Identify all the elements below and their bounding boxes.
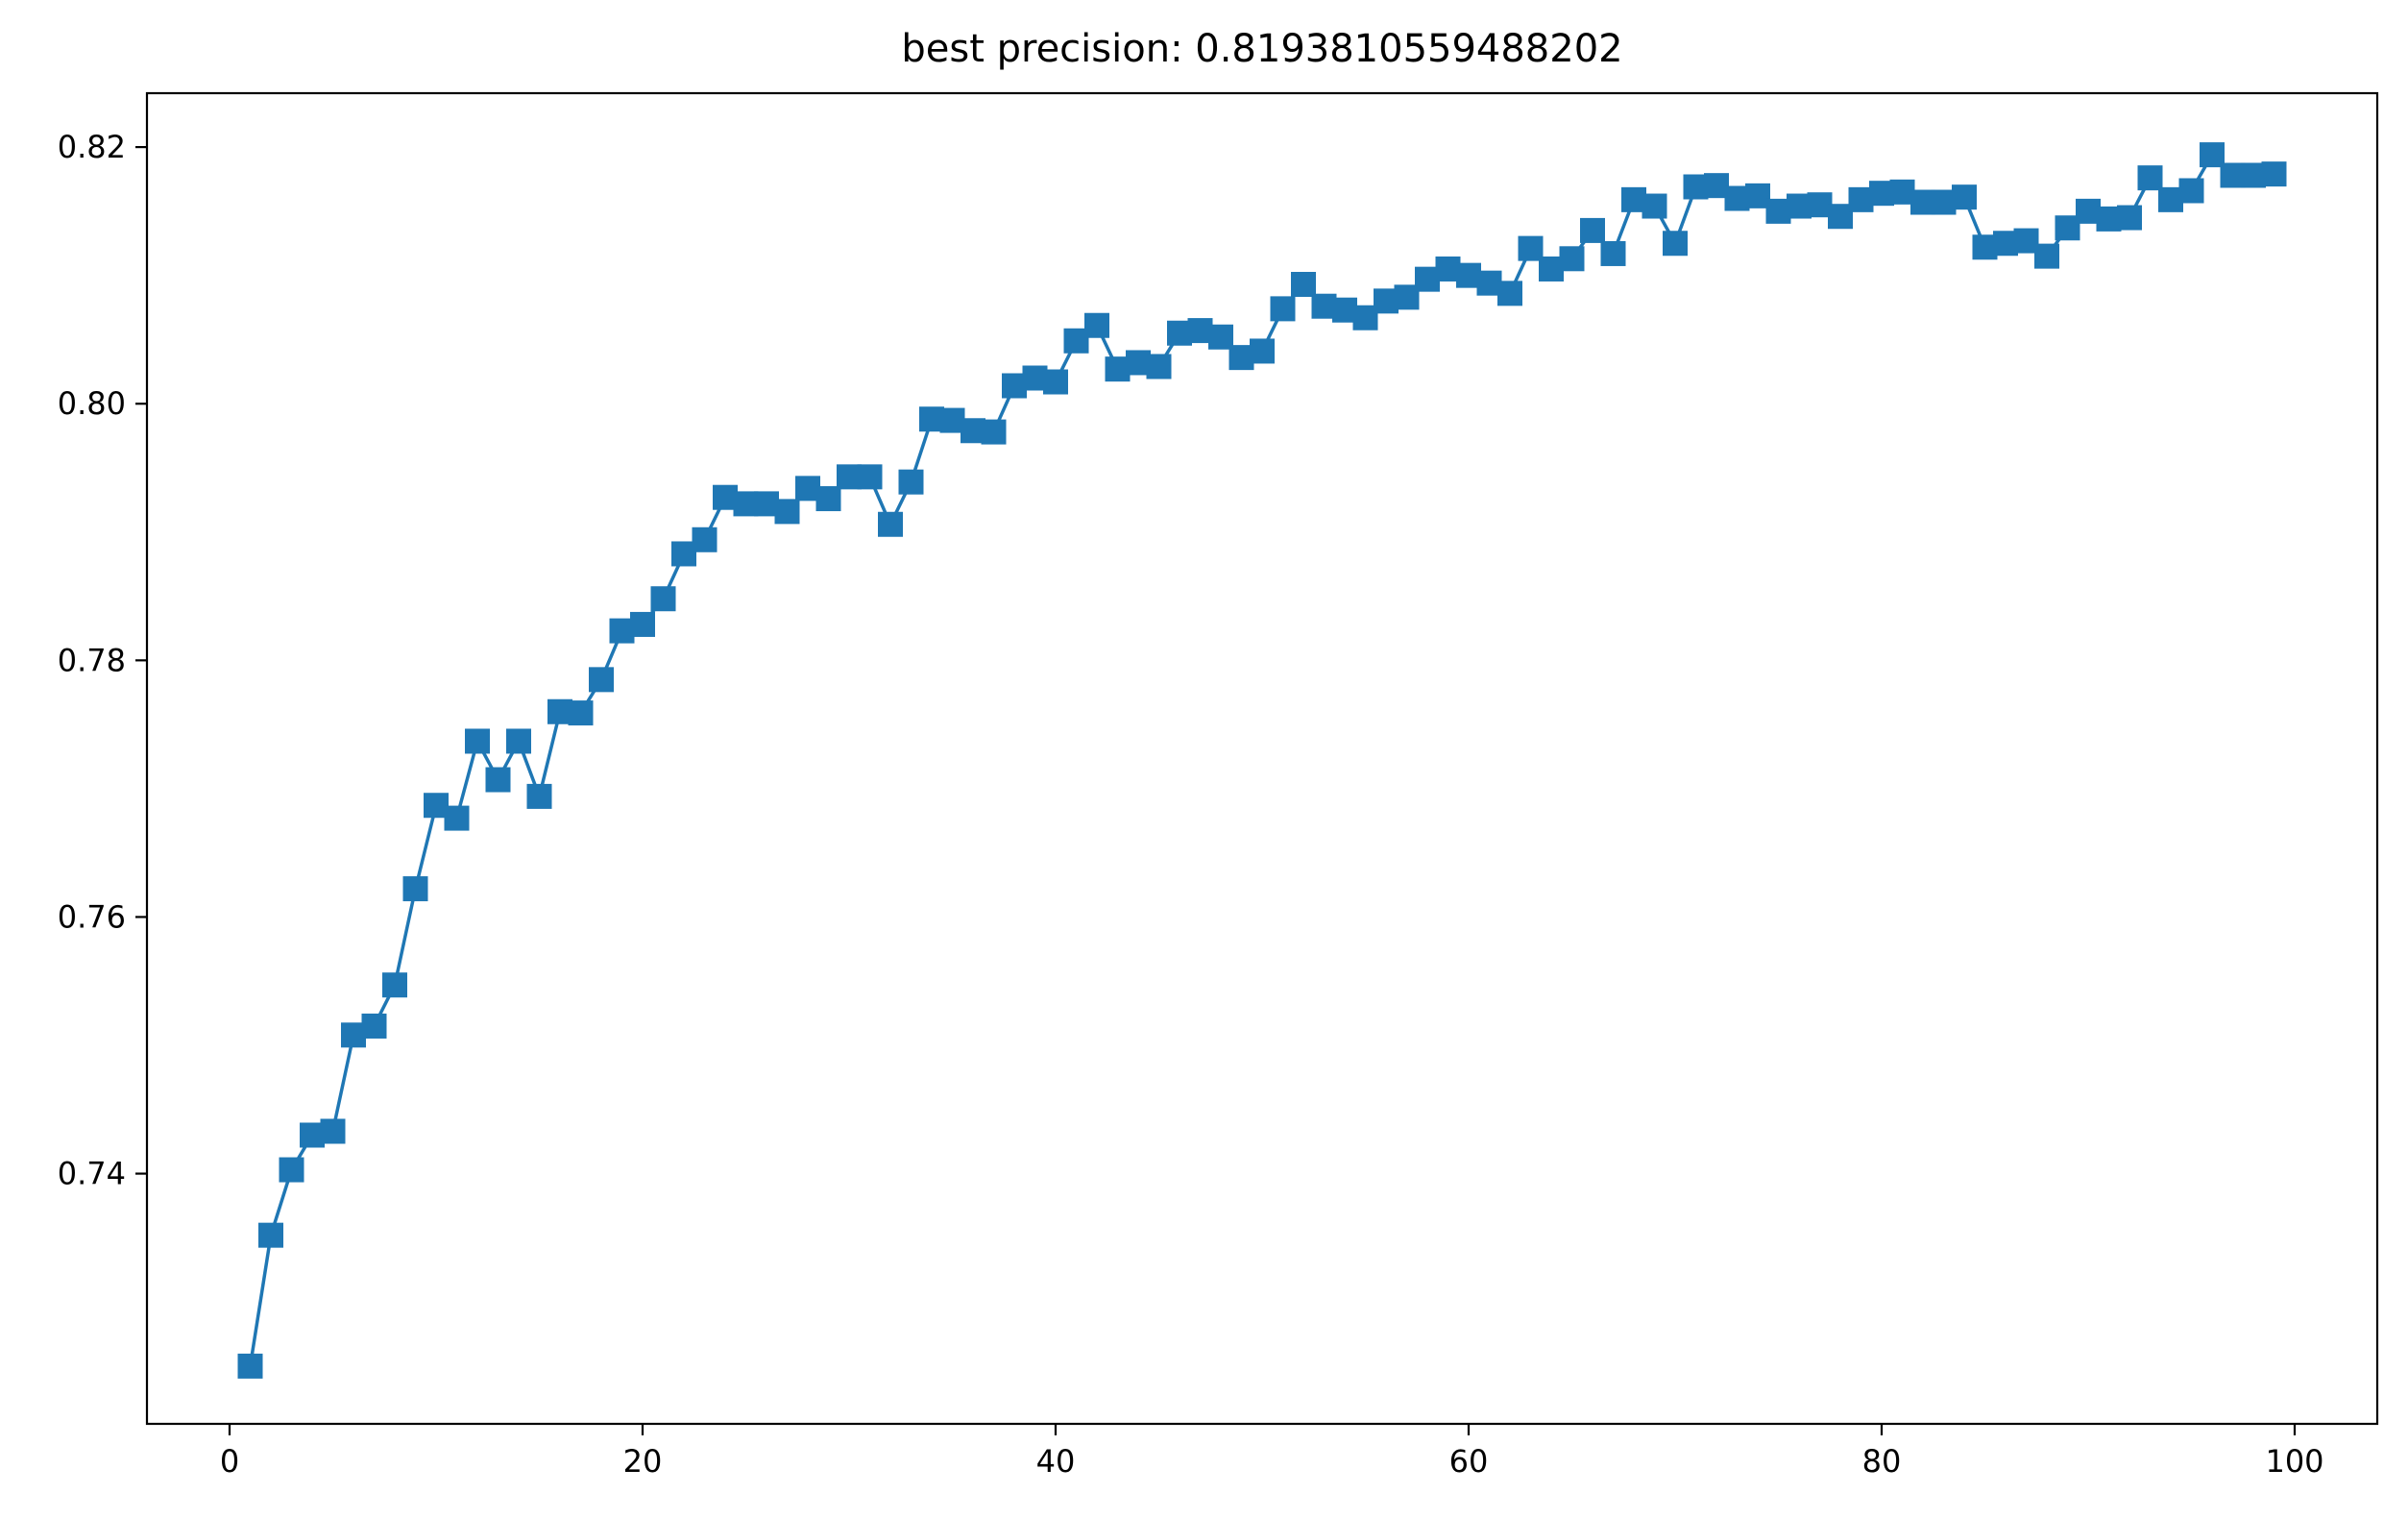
data-point-marker (258, 1222, 283, 1248)
data-point-marker (1291, 272, 1316, 297)
y-tick-label: 0.76 (58, 898, 126, 935)
data-point-marker (2261, 161, 2287, 187)
data-point-marker (878, 511, 903, 537)
x-tick-label: 0 (220, 1443, 239, 1480)
data-point-marker (465, 728, 490, 754)
series-line (248, 153, 2274, 1367)
y-tick-label: 0.78 (58, 642, 126, 678)
data-point-marker (506, 728, 531, 754)
data-point-marker (981, 419, 1007, 445)
data-point-marker (279, 1157, 304, 1183)
y-axis: 0.74 0.76 0.78 0.80 0.82 (58, 129, 147, 1192)
data-point-marker (1559, 246, 1585, 272)
data-point-marker (1642, 193, 1667, 219)
series-layer (237, 142, 2287, 1379)
x-tick-label: 80 (1862, 1443, 1902, 1480)
data-point-marker (1600, 240, 1626, 266)
data-point-marker (382, 972, 407, 998)
data-point-marker (2034, 243, 2059, 269)
data-point-marker (630, 611, 655, 637)
data-point-marker (898, 469, 924, 495)
data-point-marker (1497, 281, 1522, 306)
data-point-marker (2178, 178, 2204, 204)
data-point-marker (402, 876, 428, 902)
y-tick-label: 0.82 (58, 129, 126, 165)
chart-title: best precision: 0.8193810559488202 (901, 27, 1622, 71)
data-point-marker (485, 767, 511, 793)
data-point-marker (237, 1353, 263, 1379)
data-point-marker (857, 464, 883, 490)
plot-area-frame (145, 91, 2379, 1426)
data-point-marker (444, 805, 470, 831)
y-tick-label: 0.74 (58, 1156, 126, 1192)
data-point-marker (589, 667, 614, 693)
data-point-marker (1250, 338, 1275, 364)
data-point-marker (774, 499, 800, 525)
data-point-marker (1043, 369, 1068, 395)
y-tick-label: 0.80 (58, 385, 126, 422)
data-point-marker (1580, 217, 1605, 243)
data-point-marker (1663, 231, 1688, 257)
data-point-marker (2117, 205, 2142, 231)
data-point-marker (1084, 312, 1109, 338)
x-tick-label: 20 (623, 1443, 663, 1480)
x-tick-label: 40 (1036, 1443, 1076, 1480)
x-tick-label: 100 (2265, 1443, 2323, 1480)
x-tick-label: 60 (1449, 1443, 1489, 1480)
data-point-marker (692, 526, 718, 552)
data-point-marker (650, 586, 676, 612)
data-point-marker (2137, 165, 2163, 191)
data-point-marker (1146, 354, 1172, 380)
data-point-marker (815, 486, 841, 512)
x-axis: 0 20 40 60 80 100 (220, 1424, 2324, 1480)
data-point-marker (1270, 296, 1296, 322)
data-point-marker (1952, 184, 1977, 210)
data-point-marker (526, 783, 552, 809)
data-point-marker (320, 1118, 346, 1144)
data-point-marker (568, 700, 594, 726)
data-point-marker (361, 1013, 387, 1039)
